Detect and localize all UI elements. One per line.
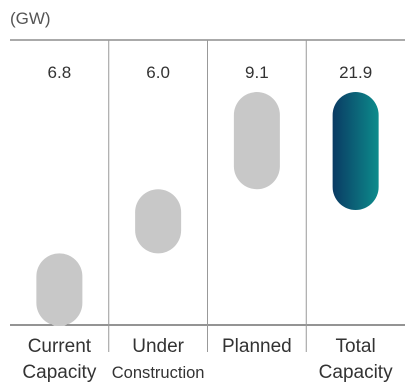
bar-increment (233, 92, 280, 190)
bar-increment (36, 253, 83, 326)
value-label: 21.9 (339, 63, 372, 82)
category-label: Total (336, 336, 376, 357)
category-label: Planned (222, 336, 292, 357)
category-label: Capacity (319, 362, 393, 383)
category-label: Construction (112, 363, 205, 382)
chart-frame (10, 39, 405, 352)
category-label: Under (132, 336, 184, 357)
bar-total (332, 92, 379, 210)
category-labels-group: Current Capacity Under Construction Planned T… (22, 336, 393, 383)
category-label: Current (28, 336, 92, 357)
unit-label: (GW) (10, 9, 51, 28)
category-label: Capacity (22, 362, 96, 383)
value-label: 6.0 (146, 63, 170, 82)
bars-group (36, 92, 379, 326)
value-labels-group: 6.8 6.0 9.1 21.9 (48, 63, 373, 82)
value-label: 9.1 (245, 63, 269, 82)
bar-increment (135, 189, 182, 254)
value-label: 6.8 (48, 63, 72, 82)
